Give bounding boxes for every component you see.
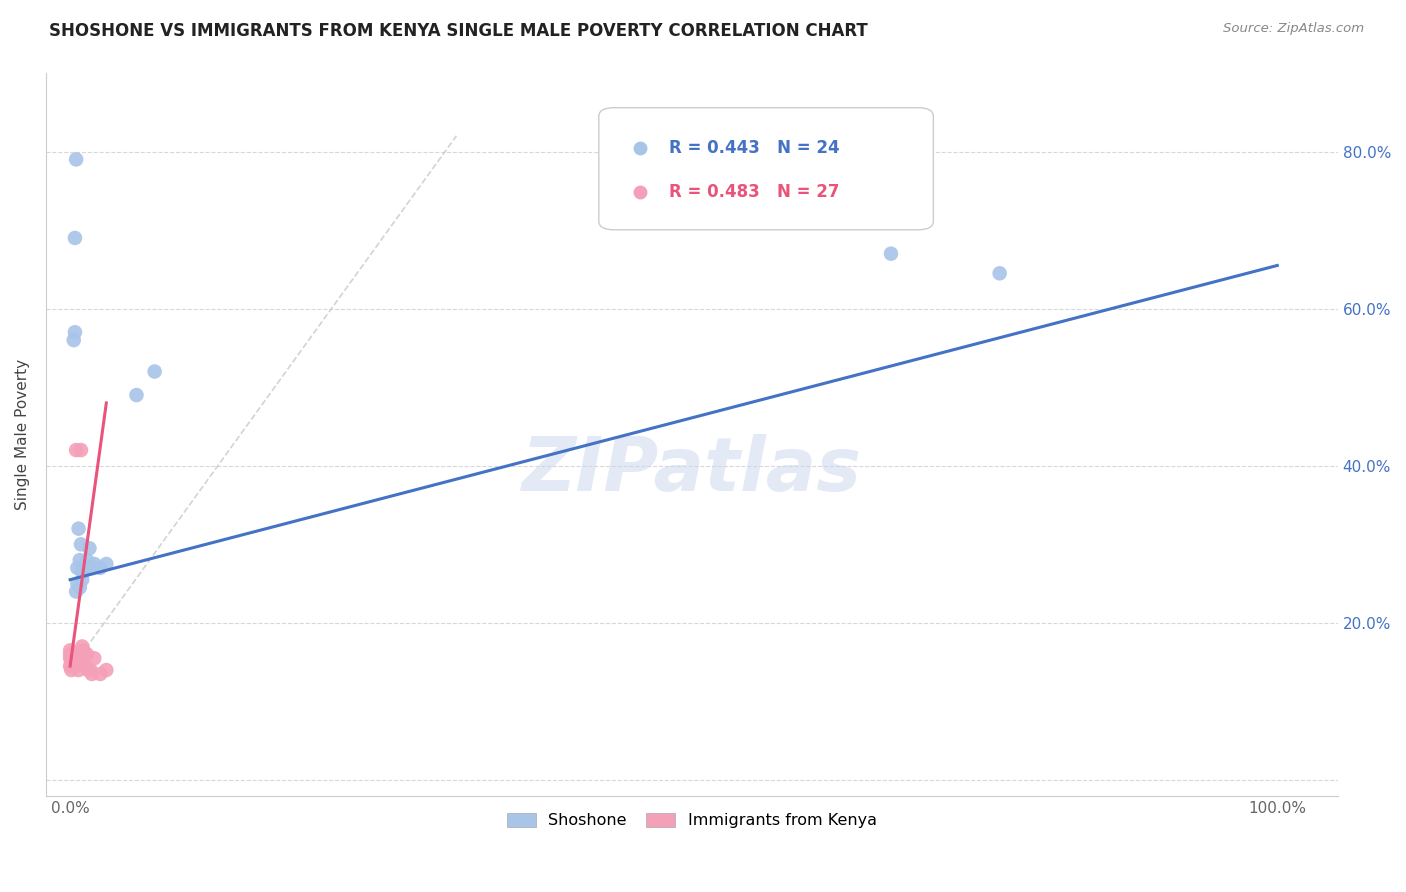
Point — [70, 655, 93, 669]
Point — [63, 325, 86, 339]
Point — [62, 333, 84, 347]
Point — [65, 153, 87, 167]
Point — [73, 561, 96, 575]
Text: R = 0.443   N = 24: R = 0.443 N = 24 — [669, 139, 839, 157]
Text: R = 0.483   N = 27: R = 0.483 N = 27 — [669, 183, 839, 201]
Point — [125, 388, 148, 402]
Point — [70, 537, 93, 551]
Point — [83, 651, 105, 665]
Point — [66, 651, 89, 665]
Point — [62, 651, 84, 665]
FancyBboxPatch shape — [599, 108, 934, 230]
Point — [62, 648, 84, 662]
Legend: Shoshone, Immigrants from Kenya: Shoshone, Immigrants from Kenya — [501, 806, 883, 835]
Point — [59, 643, 82, 657]
Point — [59, 659, 82, 673]
Point — [66, 561, 89, 575]
Point — [65, 648, 87, 662]
Point — [79, 541, 101, 556]
Point — [65, 443, 87, 458]
Point — [988, 266, 1011, 280]
Text: SHOSHONE VS IMMIGRANTS FROM KENYA SINGLE MALE POVERTY CORRELATION CHART: SHOSHONE VS IMMIGRANTS FROM KENYA SINGLE… — [49, 22, 868, 40]
Point — [76, 553, 98, 567]
Point — [70, 443, 93, 458]
Point — [59, 651, 82, 665]
Point — [880, 246, 903, 260]
Y-axis label: Single Male Poverty: Single Male Poverty — [15, 359, 30, 510]
Text: ZIPatlas: ZIPatlas — [522, 434, 862, 507]
Point — [70, 573, 93, 587]
Point — [73, 651, 96, 665]
Point — [59, 648, 82, 662]
Point — [65, 584, 87, 599]
Point — [67, 522, 90, 536]
Point — [69, 581, 91, 595]
Point — [72, 565, 94, 579]
Point — [96, 557, 118, 571]
Point — [66, 576, 89, 591]
Point — [67, 655, 90, 669]
Point — [69, 553, 91, 567]
Point — [89, 561, 111, 575]
Point — [79, 663, 101, 677]
Point — [63, 659, 86, 673]
Point — [77, 663, 100, 677]
Point — [67, 663, 90, 677]
Point — [80, 667, 103, 681]
Point — [72, 643, 94, 657]
Point — [83, 557, 105, 571]
Point — [70, 565, 93, 579]
Point — [96, 663, 118, 677]
Point — [60, 655, 83, 669]
Point — [76, 648, 98, 662]
Point — [143, 364, 166, 378]
Point — [63, 231, 86, 245]
Point — [60, 663, 83, 677]
Point — [89, 667, 111, 681]
Point — [69, 651, 91, 665]
Text: Source: ZipAtlas.com: Source: ZipAtlas.com — [1223, 22, 1364, 36]
Point — [80, 561, 103, 575]
Point — [70, 640, 93, 654]
